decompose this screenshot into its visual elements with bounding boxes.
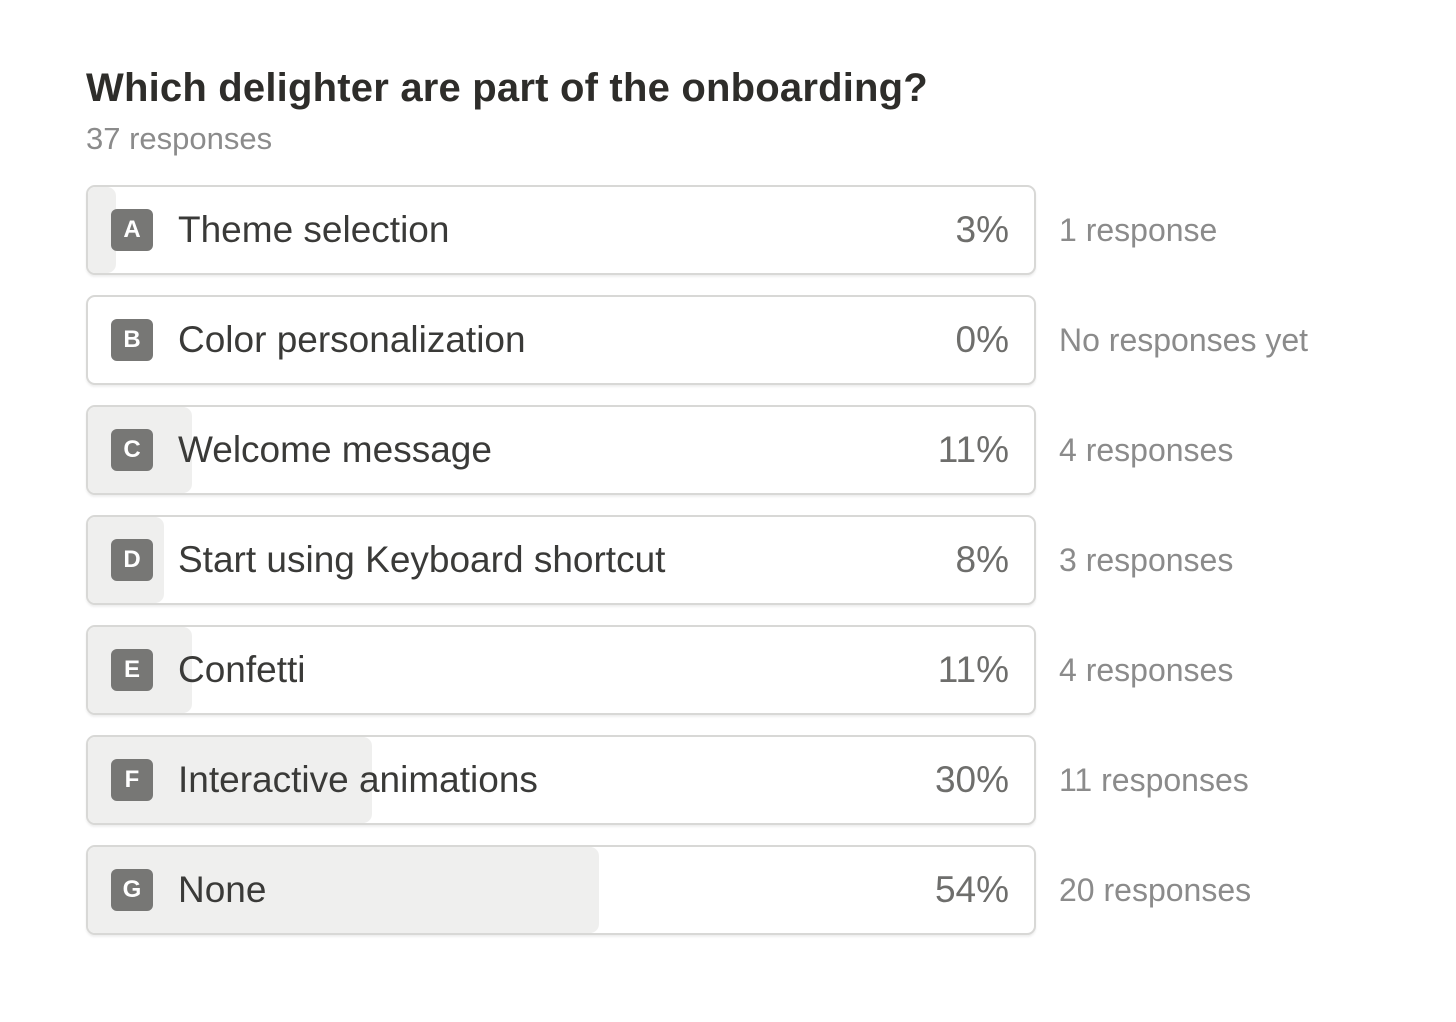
option-response-count: 4 responses <box>1059 652 1234 688</box>
option-percent: 11% <box>937 649 1009 690</box>
option-label: Welcome message <box>178 429 492 470</box>
option-label: None <box>178 869 267 910</box>
option-letter-badge: F <box>111 759 153 801</box>
option-card-c[interactable]: C Welcome message 11% <box>86 405 1036 495</box>
option-row-f: F Interactive animations 30% 11 response… <box>86 735 1386 845</box>
option-percent: 54% <box>934 869 1009 910</box>
survey-results: Which delighter are part of the onboardi… <box>86 62 1386 935</box>
option-response-count: 11 responses <box>1059 762 1249 798</box>
option-percent: 30% <box>934 759 1009 800</box>
option-label: Confetti <box>178 649 306 690</box>
option-letter-badge: E <box>111 649 153 691</box>
option-card-e[interactable]: E Confetti 11% <box>86 625 1036 715</box>
option-row-c: C Welcome message 11% 4 responses <box>86 405 1386 515</box>
option-row-a: A Theme selection 3% 1 response <box>86 185 1386 295</box>
option-percent: 0% <box>955 319 1009 360</box>
option-percent: 3% <box>955 209 1009 250</box>
option-response-count: 3 responses <box>1059 542 1234 578</box>
option-row-d: D Start using Keyboard shortcut 8% 3 res… <box>86 515 1386 625</box>
option-response-count: 1 response <box>1059 212 1218 248</box>
option-card-d[interactable]: D Start using Keyboard shortcut 8% <box>86 515 1036 605</box>
option-letter-badge: B <box>111 319 153 361</box>
option-letter-badge: A <box>111 209 153 251</box>
option-label: Color personalization <box>178 319 526 360</box>
option-card-g[interactable]: G None 54% <box>86 845 1036 935</box>
option-letter-badge: C <box>111 429 153 471</box>
option-response-count: 20 responses <box>1059 872 1252 908</box>
option-label: Interactive animations <box>178 759 538 800</box>
option-card-f[interactable]: F Interactive animations 30% <box>86 735 1036 825</box>
options-list: A Theme selection 3% 1 response B Color … <box>86 185 1386 955</box>
option-fill-bar <box>88 847 599 933</box>
response-total: 37 responses <box>86 121 273 156</box>
option-row-b: B Color personalization 0% No responses … <box>86 295 1386 405</box>
option-letter-badge: G <box>111 869 153 911</box>
option-row-e: E Confetti 11% 4 responses <box>86 625 1386 735</box>
option-label: Theme selection <box>178 209 450 250</box>
option-row-g: G None 54% 20 responses <box>86 845 1386 955</box>
question-title: Which delighter are part of the onboardi… <box>86 66 928 110</box>
option-percent: 8% <box>955 539 1009 580</box>
option-letter-badge: D <box>111 539 153 581</box>
option-label: Start using Keyboard shortcut <box>178 539 666 580</box>
option-response-count: 4 responses <box>1059 432 1234 468</box>
option-card-a[interactable]: A Theme selection 3% <box>86 185 1036 275</box>
option-percent: 11% <box>937 429 1009 470</box>
option-card-b[interactable]: B Color personalization 0% <box>86 295 1036 385</box>
option-response-count: No responses yet <box>1059 322 1309 358</box>
